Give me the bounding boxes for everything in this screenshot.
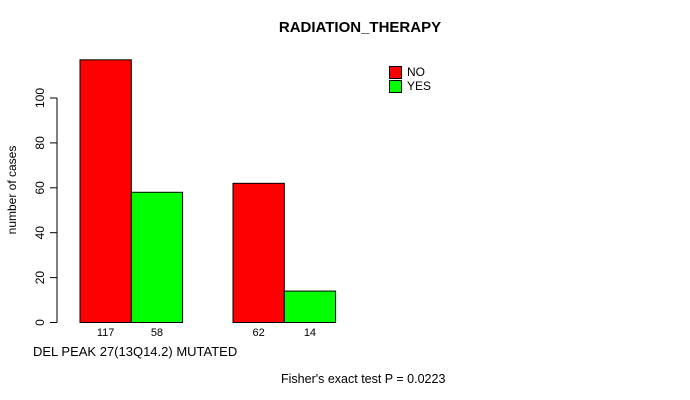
x-axis-label: DEL PEAK 27(13Q14.2) MUTATED xyxy=(33,344,238,359)
bar-value-label: 58 xyxy=(151,327,163,339)
bar-value-label: 14 xyxy=(304,327,316,339)
bar-yes-group2 xyxy=(283,290,337,324)
legend-label: NO xyxy=(407,65,425,79)
chart-title: RADIATION_THERAPY xyxy=(278,19,442,36)
legend-label: YES xyxy=(407,79,432,93)
y-tick-label: 80 xyxy=(33,136,47,150)
bar-yes-group1 xyxy=(130,191,184,323)
y-tick-label: 40 xyxy=(33,226,47,240)
y-tick-label: 20 xyxy=(33,271,47,285)
y-tick-label: 60 xyxy=(33,181,47,195)
fisher-test-annotation: Fisher's exact test P = 0.0223 xyxy=(281,372,446,386)
y-tick-label: 0 xyxy=(33,319,47,326)
y-tick-label: 100 xyxy=(33,88,47,108)
bar-value-label: 117 xyxy=(97,327,115,339)
legend-swatch xyxy=(389,80,402,93)
legend: NO YES xyxy=(389,66,431,93)
bar-value-label: 62 xyxy=(253,327,265,339)
legend-entry: NO xyxy=(389,66,431,79)
legend-entry: YES xyxy=(389,80,431,93)
legend-swatch xyxy=(389,66,402,79)
bar-no-group2 xyxy=(232,182,285,323)
bar-no-group1 xyxy=(79,59,132,324)
